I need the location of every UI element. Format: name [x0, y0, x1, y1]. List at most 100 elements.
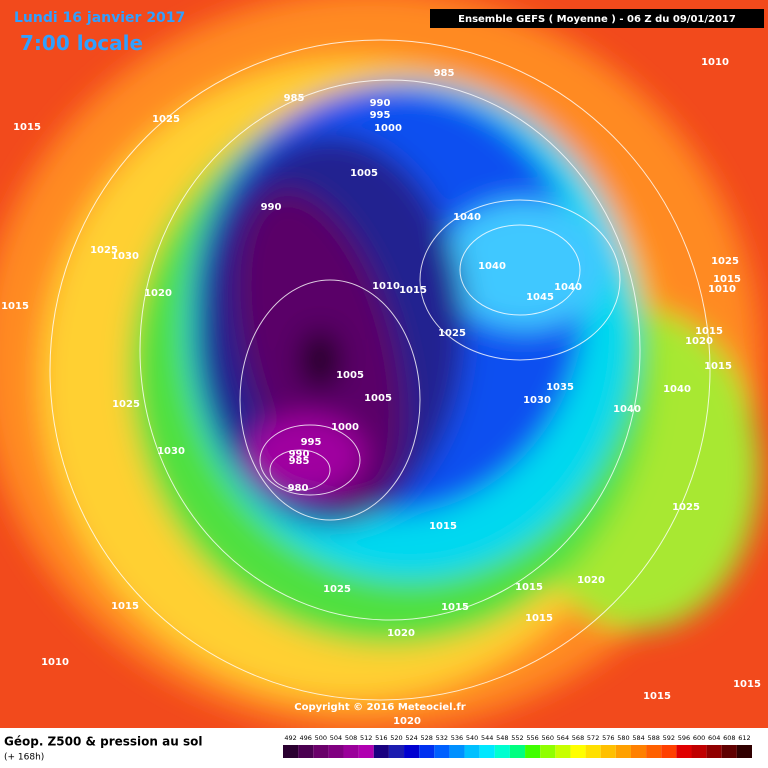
isobar-label: 1015 [399, 285, 427, 296]
isobar-label: 990 [370, 98, 391, 109]
isobar-label: 1040 [663, 384, 691, 395]
color-swatch [600, 745, 616, 758]
isobar-label: 1025 [323, 584, 351, 595]
color-swatch [373, 745, 389, 758]
color-scale-label: 544 [481, 734, 493, 742]
color-swatch [434, 745, 450, 758]
color-swatch [585, 745, 601, 758]
color-scale-label: 520 [390, 734, 402, 742]
color-swatch [328, 745, 344, 758]
color-swatch [555, 745, 571, 758]
isobar-label: 1015 [713, 274, 741, 285]
color-scale-label: 592 [663, 734, 675, 742]
isobar-labels: 9859909951000985101010151025100599010401… [1, 57, 761, 727]
isobar-label: 1010 [708, 284, 736, 295]
color-swatch [706, 745, 722, 758]
color-scale-label: 564 [557, 734, 569, 742]
color-scale-label: 604 [708, 734, 720, 742]
isobar-label: 1035 [546, 382, 574, 393]
color-scale-label: 528 [421, 734, 433, 742]
color-scale-label: 492 [284, 734, 296, 742]
color-swatch [283, 745, 299, 758]
isobar-label: 980 [288, 483, 309, 494]
color-swatch [615, 745, 631, 758]
isobar [459, 224, 581, 316]
color-scale-label: 540 [466, 734, 478, 742]
isobar-label: 1015 [1, 301, 29, 312]
isobar-label: 1030 [157, 446, 185, 457]
color-scale-label: 496 [299, 734, 311, 742]
color-scale-label: 580 [617, 734, 629, 742]
color-scale-label: 516 [375, 734, 387, 742]
isobar [259, 424, 361, 496]
isobar-label: 985 [284, 93, 305, 104]
isobar-label: 1025 [90, 245, 118, 256]
color-swatch [525, 745, 541, 758]
isobar-label: 995 [370, 110, 391, 121]
lead-label: (+ 168h) [4, 753, 44, 763]
isobar-label: 1015 [695, 326, 723, 337]
color-swatch [691, 745, 707, 758]
parameter-label: Géop. Z500 & pression au sol [4, 735, 202, 749]
color-swatch [343, 745, 359, 758]
isobar-label: 1015 [643, 691, 671, 702]
color-scale-label: 532 [436, 734, 448, 742]
color-swatch [676, 745, 692, 758]
isobar-label: 1025 [438, 328, 466, 339]
isobar [239, 279, 421, 521]
color-scale-label: 572 [587, 734, 599, 742]
color-swatch [646, 745, 662, 758]
isobar-label: 1025 [112, 399, 140, 410]
isobar-label: 1010 [372, 281, 400, 292]
isobar-label: 1045 [526, 292, 554, 303]
copyright: Copyright © 2016 Meteociel.fr [294, 702, 465, 713]
isobar-label: 1020 [685, 336, 713, 347]
isobar [139, 79, 641, 621]
color-scale-label: 556 [526, 734, 538, 742]
color-scale-label: 576 [602, 734, 614, 742]
geopotential-field [0, 0, 760, 730]
isobar-label: 1000 [374, 123, 402, 134]
isobar-label: 1015 [515, 582, 543, 593]
isobar-label: 995 [301, 437, 322, 448]
isobar-label: 1015 [733, 679, 761, 690]
isobar-label: 1040 [554, 282, 582, 293]
isobar-label: 990 [289, 449, 310, 460]
color-scale-label: 608 [723, 734, 735, 742]
date-label: Lundi 16 janvier 2017 [14, 10, 185, 26]
isobar-label: 1040 [478, 261, 506, 272]
model-box [430, 9, 764, 28]
isobar-label: 1015 [441, 602, 469, 613]
color-scale-label: 560 [542, 734, 554, 742]
isobar-label: 1015 [111, 601, 139, 612]
isobar [49, 39, 711, 701]
color-swatch [736, 745, 752, 758]
color-swatch [404, 745, 420, 758]
color-scale-label: 548 [496, 734, 508, 742]
isobars [49, 39, 711, 701]
isobar-label: 1015 [13, 122, 41, 133]
color-scale-label: 500 [315, 734, 327, 742]
isobar-label: 1020 [393, 716, 421, 727]
color-scale-label: 596 [678, 734, 690, 742]
color-swatch [313, 745, 329, 758]
color-swatch [494, 745, 510, 758]
color-swatch [464, 745, 480, 758]
isobar-label: 1010 [41, 657, 69, 668]
isobar-label: 990 [261, 202, 282, 213]
isobar-label: 1015 [525, 613, 553, 624]
isobar-label: 1025 [672, 502, 700, 513]
field-core [300, 330, 340, 390]
color-swatch [630, 745, 647, 758]
color-swatch [419, 745, 435, 758]
color-scale-label: 568 [572, 734, 584, 742]
isobar-label: 1000 [331, 422, 359, 433]
isobar-label: 1020 [144, 288, 172, 299]
color-swatch [721, 745, 737, 758]
isobar-label: 1015 [429, 521, 457, 532]
isobar-label: 1030 [111, 251, 139, 262]
isobar-label: 1025 [711, 256, 739, 267]
isobar-label: 1005 [350, 168, 378, 179]
